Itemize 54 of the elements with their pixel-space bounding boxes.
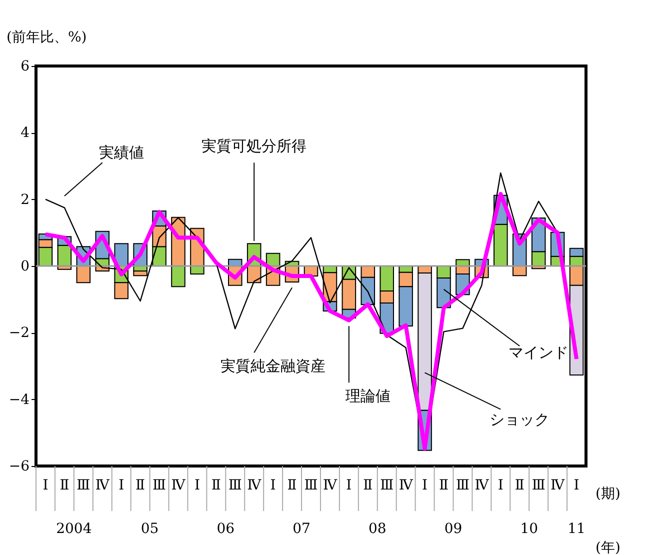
text: 実質純金融資産	[220, 357, 326, 375]
x-tick-label: Ⅰ	[422, 478, 428, 494]
x-tick-label: Ⅳ	[95, 478, 110, 494]
x-tick-label: Ⅰ	[498, 478, 504, 494]
x-tick-label: Ⅳ	[550, 478, 566, 494]
x-tick-label: Ⅱ	[136, 478, 146, 494]
text: 06	[216, 521, 235, 537]
x-tick-label: Ⅲ	[76, 478, 90, 494]
y-tick-label: −2	[8, 325, 30, 342]
text: 実績値	[98, 144, 144, 162]
x-tick-label: Ⅲ	[456, 478, 470, 494]
x-tick-label: Ⅲ	[228, 478, 242, 494]
text: 2004	[56, 521, 92, 537]
x-tick-label: Ⅱ	[439, 478, 449, 494]
text: 09	[444, 521, 462, 537]
y-tick-label: 2	[20, 192, 30, 208]
x-tick-label: Ⅲ	[380, 478, 394, 494]
x-tick-label: Ⅳ	[398, 478, 414, 494]
y-tick-label: 4	[20, 125, 30, 142]
bar	[133, 270, 148, 276]
text: 07	[292, 521, 310, 537]
text: 11	[568, 521, 586, 537]
y-tick-label: −6	[8, 458, 30, 474]
y-axis-title: (前年比、%)	[6, 30, 87, 46]
x-tick-label: Ⅰ	[574, 478, 580, 494]
x-tick-label: Ⅰ	[270, 478, 276, 494]
x-tick-label: Ⅳ	[247, 478, 262, 494]
x-tick-label: Ⅰ	[194, 478, 200, 494]
text: (期)	[596, 486, 620, 502]
x-tick-label: Ⅳ	[171, 478, 186, 494]
x-tick-label: Ⅲ	[304, 478, 318, 494]
text: 08	[368, 521, 386, 537]
text: 10	[520, 521, 538, 537]
text: ショック	[490, 410, 550, 428]
text: (年)	[596, 540, 620, 555]
x-tick-label: Ⅱ	[211, 478, 221, 494]
x-tick-label: Ⅳ	[322, 478, 338, 494]
x-tick-label: Ⅱ	[363, 478, 373, 494]
text: 05	[140, 521, 159, 537]
series-label: 理論値	[345, 387, 390, 405]
x-tick-label: Ⅲ	[532, 478, 546, 494]
x-tick-label: Ⅱ	[514, 478, 524, 494]
text: マインド	[508, 344, 569, 362]
x-tick-label: Ⅱ	[60, 478, 70, 494]
x-tick-label: Ⅱ	[287, 478, 297, 494]
y-tick-label: 0	[20, 258, 30, 274]
x-tick-label: Ⅰ	[42, 478, 48, 494]
text: 実質可処分所得	[202, 137, 307, 155]
x-tick-label: Ⅰ	[346, 478, 352, 494]
x-tick-label: Ⅳ	[474, 478, 490, 494]
x-tick-label: Ⅰ	[118, 478, 124, 494]
x-tick-label: Ⅲ	[152, 478, 166, 494]
y-tick-label: 6	[20, 58, 30, 74]
y-tick-label: −4	[8, 392, 30, 408]
